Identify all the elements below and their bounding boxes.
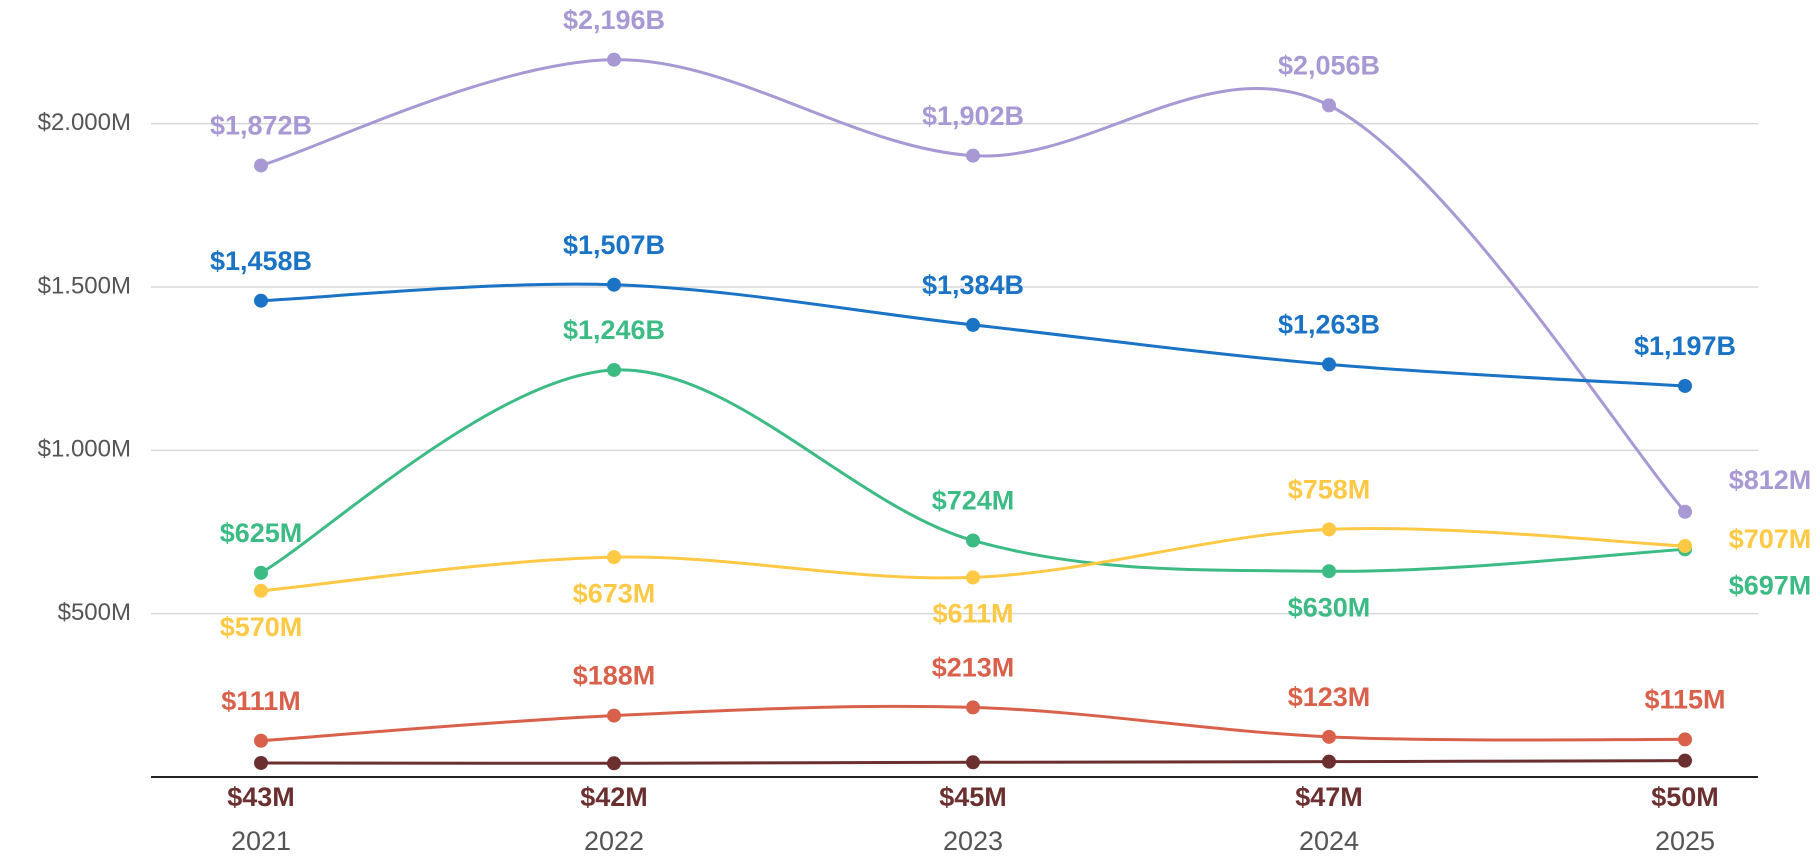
data-label: $1,197B <box>1634 331 1736 361</box>
data-point <box>254 293 268 308</box>
data-label: $45M <box>939 782 1007 812</box>
data-label: $707M <box>1729 524 1812 554</box>
data-label: $630M <box>1288 592 1371 622</box>
y-tick-label: $1.000M <box>38 436 131 463</box>
y-tick-label: $1.500M <box>38 272 131 299</box>
data-point <box>1678 539 1692 554</box>
data-label: $1,263B <box>1278 310 1380 340</box>
data-label: $1,246B <box>563 315 665 345</box>
x-tick-label: 2024 <box>1299 826 1359 856</box>
data-point <box>254 733 268 748</box>
series-line <box>260 368 1686 575</box>
data-point <box>966 317 980 332</box>
data-label: $812M <box>1729 465 1812 495</box>
data-label: $2,056B <box>1278 50 1380 80</box>
x-tick-label: 2021 <box>231 826 291 856</box>
data-label: $611M <box>932 599 1013 629</box>
data-point <box>254 583 268 598</box>
y-tick-label: $2.000M <box>38 109 131 136</box>
data-point <box>1322 564 1336 579</box>
y-tick-label: $500M <box>58 599 131 626</box>
data-label: $1,902B <box>922 101 1024 131</box>
data-point <box>254 158 268 173</box>
data-label: $1,872B <box>210 111 312 141</box>
data-label: $2,196B <box>563 5 665 35</box>
data-label: $1,507B <box>563 230 665 260</box>
series-line <box>260 58 1687 513</box>
data-point <box>607 756 621 771</box>
x-tick-label: 2022 <box>584 826 644 856</box>
data-point <box>254 755 268 770</box>
data-point <box>966 533 980 548</box>
data-point <box>1678 753 1692 768</box>
data-point <box>1322 522 1336 537</box>
x-tick-label: 2023 <box>943 826 1003 856</box>
data-point <box>966 148 980 163</box>
data-label: $115M <box>1644 685 1725 715</box>
data-point <box>607 52 621 67</box>
data-label: $42M <box>580 782 648 812</box>
data-label: $50M <box>1651 782 1719 812</box>
data-label: $43M <box>227 782 295 812</box>
data-point <box>607 708 621 723</box>
data-label: $1,384B <box>922 270 1024 300</box>
data-label: $111M <box>221 686 301 716</box>
x-tick-label: 2025 <box>1655 826 1715 856</box>
data-label: $758M <box>1288 475 1371 505</box>
data-point <box>1678 732 1692 747</box>
data-label: $1,458B <box>210 246 312 276</box>
data-point <box>254 565 268 580</box>
data-label: $213M <box>932 653 1015 683</box>
data-label: $697M <box>1729 570 1812 600</box>
data-label: $123M <box>1288 682 1371 712</box>
data-point <box>1322 754 1336 769</box>
data-label: $625M <box>220 518 303 548</box>
data-point <box>966 700 980 715</box>
data-point <box>607 362 621 377</box>
data-point <box>1322 98 1336 113</box>
data-label: $570M <box>220 612 303 642</box>
data-point <box>1678 504 1692 519</box>
data-point <box>1678 378 1692 393</box>
data-label: $47M <box>1295 782 1363 812</box>
data-point <box>607 550 621 565</box>
data-point <box>966 570 980 585</box>
data-label: $724M <box>932 486 1015 516</box>
data-point <box>607 277 621 292</box>
data-point <box>1322 357 1336 372</box>
data-point <box>966 755 980 770</box>
data-label: $188M <box>573 661 656 691</box>
data-label: $673M <box>573 578 656 608</box>
data-point <box>1322 729 1336 744</box>
